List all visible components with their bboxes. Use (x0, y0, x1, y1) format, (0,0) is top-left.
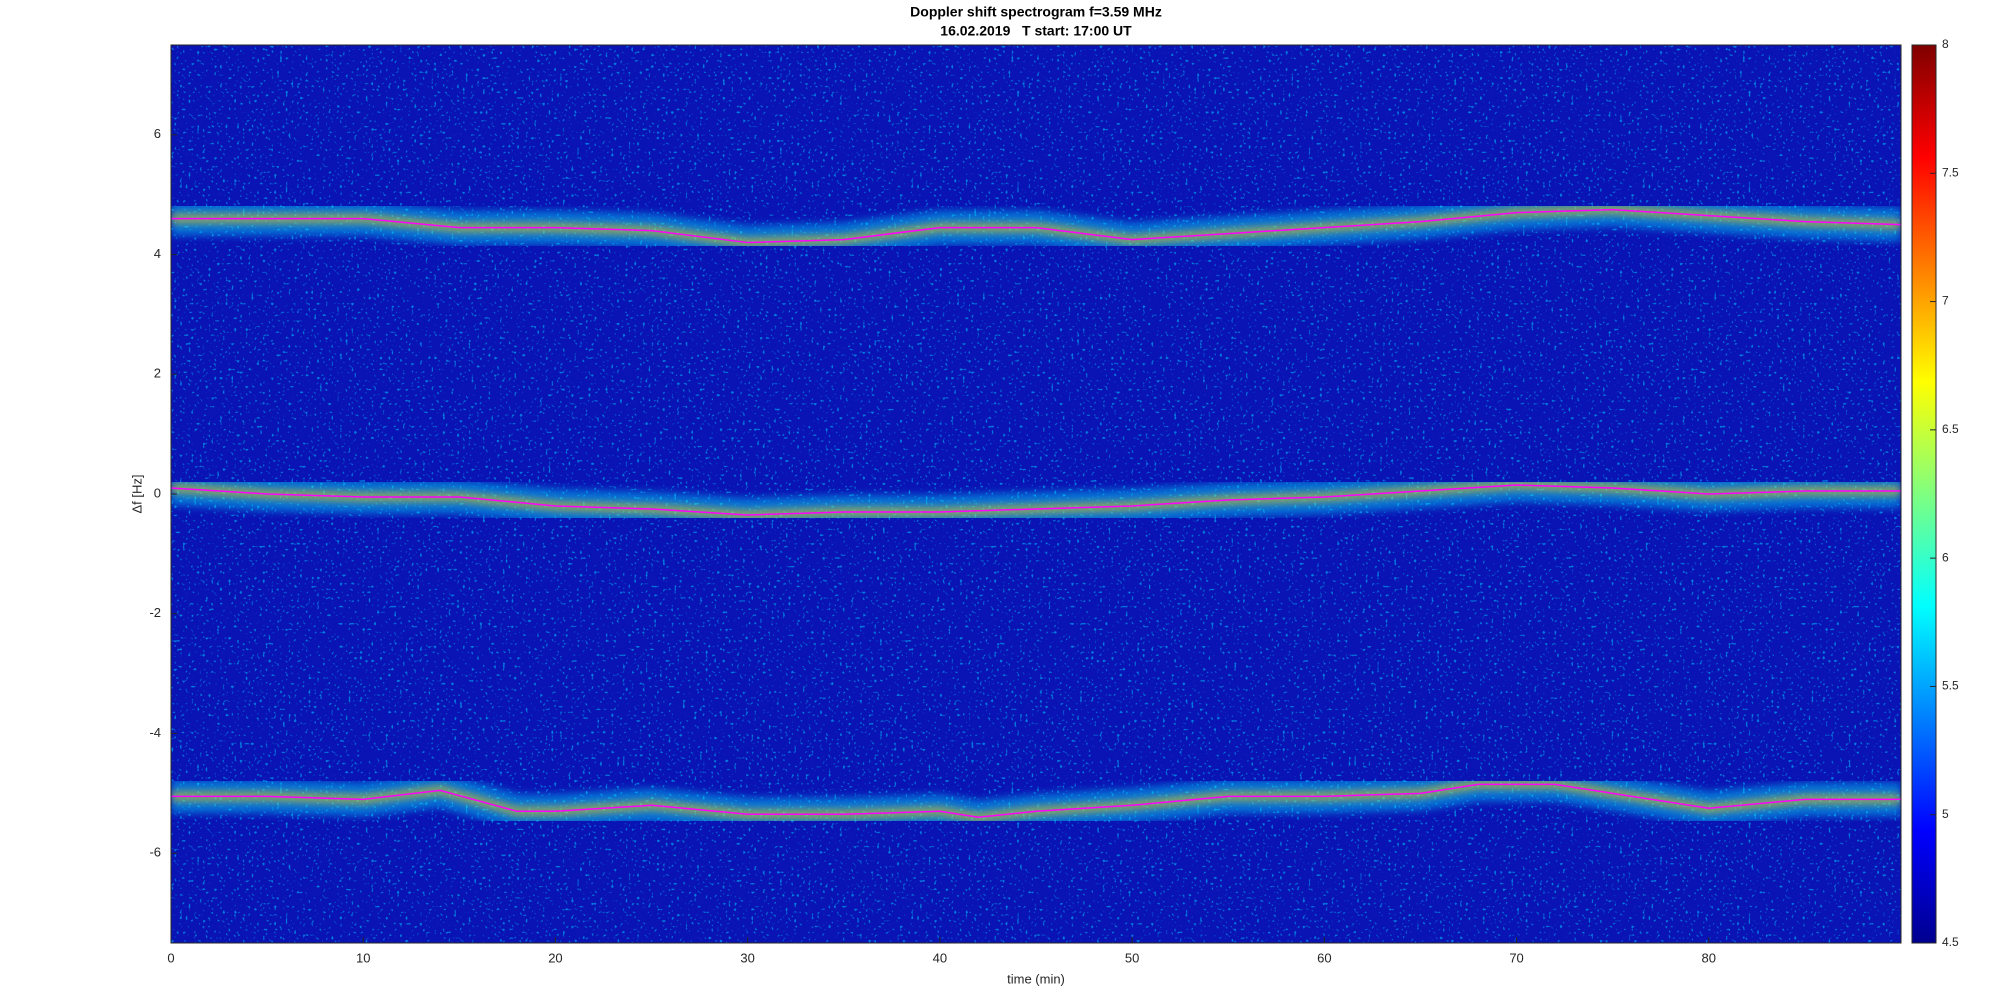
x-tick-label: 10 (356, 950, 370, 965)
colorbar-tick-label: 5.5 (1942, 679, 1959, 693)
colorbar-tick-label: 7 (1942, 294, 1949, 308)
trace-line (171, 783, 1901, 819)
y-tick-label: 0 (154, 485, 161, 500)
x-axis-label: time (min) (1007, 971, 1065, 986)
x-tick-label: 0 (167, 950, 174, 965)
y-tick-label: -6 (149, 845, 161, 860)
x-tick-label: 70 (1509, 950, 1523, 965)
colorbar-tick-label: 6.5 (1942, 422, 1959, 436)
y-tick-label: -2 (149, 605, 161, 620)
colorbar-tick-label: 8 (1942, 37, 1949, 51)
chart-title: Doppler shift spectrogram f=3.59 MHz (910, 4, 1162, 20)
colorbar-tick-label: 7.5 (1942, 165, 1959, 179)
plot-area (171, 192, 1901, 835)
y-tick-label: 4 (154, 246, 161, 261)
colorbar (1911, 44, 1937, 944)
y-tick-label: -4 (149, 725, 161, 740)
y-axis-label: Δf [Hz] (129, 474, 144, 513)
trace-line (171, 484, 1901, 516)
chart-subtitle: 16.02.2019 T start: 17:00 UT (940, 23, 1132, 39)
x-tick-label: 30 (740, 950, 754, 965)
colorbar-tick-label: 5 (1942, 807, 1949, 821)
trace-line (171, 208, 1901, 244)
y-tick-label: 2 (154, 366, 161, 381)
colorbar-tick-label: 4.5 (1942, 935, 1959, 949)
x-tick-label: 60 (1317, 950, 1331, 965)
x-tick-label: 40 (933, 950, 947, 965)
x-tick-label: 50 (1125, 950, 1139, 965)
y-tick-label: 6 (154, 126, 161, 141)
colorbar-tick-label: 6 (1942, 550, 1949, 564)
x-tick-label: 80 (1702, 950, 1716, 965)
x-tick-label: 20 (548, 950, 562, 965)
